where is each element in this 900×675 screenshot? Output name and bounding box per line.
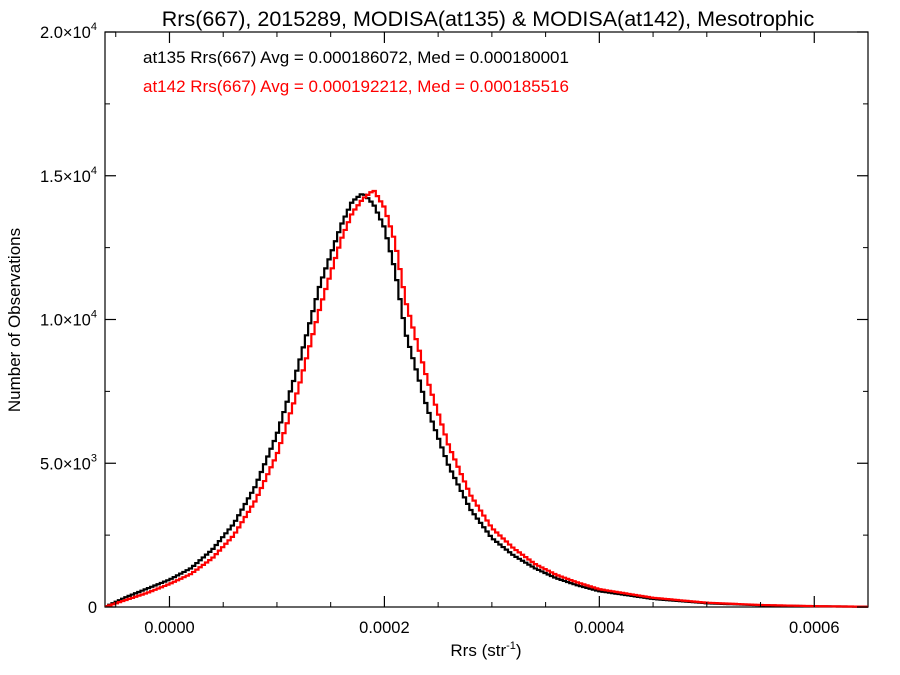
x-axis-label: Rrs (str-1) bbox=[450, 640, 521, 660]
y-tick-label-mantissa-4: 2.0×10 bbox=[40, 24, 91, 42]
y-tick-label-exp-4: 4 bbox=[91, 21, 97, 33]
x-tick-label-3: 0.0006 bbox=[789, 619, 839, 637]
annotation-at142: at142 Rrs(667) Avg = 0.000192212, Med = … bbox=[143, 77, 569, 96]
x-tick-label-1: 0.0002 bbox=[359, 619, 409, 637]
series-line-0 bbox=[105, 193, 868, 608]
chart-title: Rrs(667), 2015289, MODISA(at135) & MODIS… bbox=[162, 7, 815, 31]
y-tick-label-mantissa-0: 0 bbox=[88, 599, 97, 617]
annotation-at135: at135 Rrs(667) Avg = 0.000186072, Med = … bbox=[143, 48, 569, 67]
x-axis-label-sup: -1 bbox=[506, 640, 516, 652]
x-axis-label-end: ) bbox=[516, 641, 522, 660]
x-tick-label-2: 0.0004 bbox=[574, 619, 624, 637]
y-tick-label-exp-1: 3 bbox=[91, 452, 97, 464]
y-tick-label-3: 1.5×104 bbox=[40, 165, 97, 186]
series-line-1 bbox=[105, 189, 868, 608]
y-tick-label-exp-3: 4 bbox=[91, 165, 97, 177]
y-tick-label-0: 0 bbox=[88, 599, 97, 617]
y-tick-label-2: 1.0×104 bbox=[40, 309, 97, 330]
y-tick-label-mantissa-1: 5.0×10 bbox=[40, 455, 91, 473]
y-tick-label-mantissa-3: 1.5×10 bbox=[40, 168, 91, 186]
x-axis-label-main: Rrs (str bbox=[450, 641, 506, 660]
x-tick-label-0: 0.0000 bbox=[144, 619, 194, 637]
y-tick-label-1: 5.0×103 bbox=[40, 452, 97, 473]
y-tick-label-exp-2: 4 bbox=[91, 309, 97, 321]
y-tick-label-4: 2.0×104 bbox=[40, 21, 97, 42]
y-tick-label-mantissa-2: 1.0×10 bbox=[40, 312, 91, 330]
y-axis-label: Number of Observations bbox=[5, 228, 24, 412]
